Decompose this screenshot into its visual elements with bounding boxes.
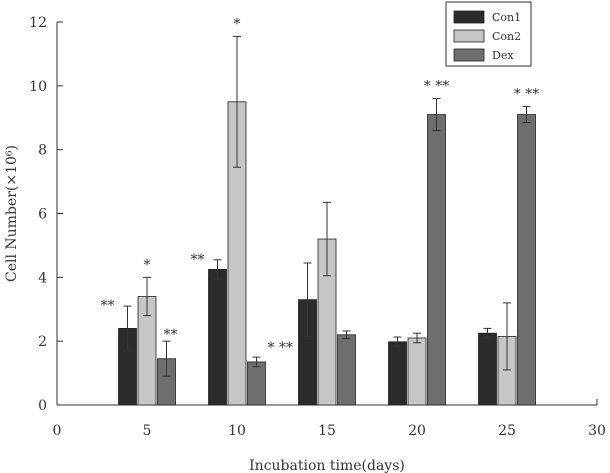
bar-con1: [208, 268, 227, 406]
y-tick-label: 10: [29, 79, 47, 95]
significance-marker: * **: [268, 340, 293, 356]
bar-con1: [388, 341, 407, 406]
bar-con2: [407, 337, 427, 406]
significance-marker: **: [191, 252, 205, 268]
bar-con1: [478, 332, 497, 406]
significance-marker: * **: [424, 79, 449, 95]
x-tick-label: 30: [588, 423, 606, 439]
y-tick-label: 6: [38, 207, 47, 223]
significance-marker: **: [164, 327, 178, 343]
legend-label-con1: Con1: [492, 11, 521, 24]
significance-marker: *: [234, 16, 241, 32]
y-axis-title: Cell Number(×10⁶): [4, 145, 20, 282]
bars: [118, 35, 536, 406]
legend-label-dex: Dex: [492, 49, 514, 62]
significance-marker: *: [144, 257, 151, 273]
x-axis-title: Incubation time(days): [249, 458, 405, 473]
legend-label-con2: Con2: [492, 30, 521, 43]
legend: Con1 Con2 Dex: [445, 1, 532, 67]
y-tick-label: 0: [38, 398, 47, 414]
legend-swatch-con2: [453, 29, 485, 43]
bar-dex: [427, 114, 446, 406]
significance-marker: * **: [514, 87, 539, 103]
x-tick-label: 5: [143, 423, 152, 439]
bar-dex: [247, 361, 266, 406]
significance-annotations: ********* *** ** * **: [101, 16, 540, 356]
x-tick-label: 20: [408, 423, 426, 439]
y-tick-label: 12: [29, 15, 47, 31]
significance-marker: **: [101, 298, 115, 314]
x-tick-label: 10: [228, 423, 246, 439]
legend-swatch-dex: [453, 48, 485, 62]
y-tick-label: 4: [38, 270, 47, 286]
y-tick-label: 2: [38, 334, 47, 350]
y-tick-label: 8: [38, 143, 47, 159]
bar-dex: [337, 334, 356, 406]
x-tick-label: 15: [318, 423, 336, 439]
x-tick-label: 0: [53, 423, 62, 439]
legend-swatch-con1: [453, 10, 485, 24]
x-tick-label: 25: [498, 423, 516, 439]
bar-dex: [517, 114, 536, 406]
